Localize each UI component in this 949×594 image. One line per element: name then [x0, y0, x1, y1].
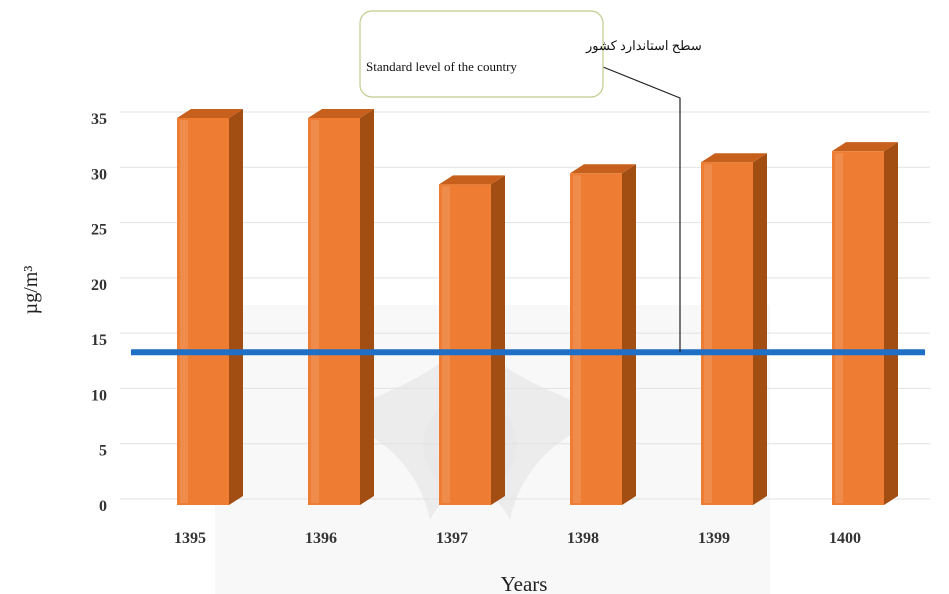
- bar-side: [622, 164, 636, 506]
- y-tick-label: 5: [99, 443, 107, 460]
- gridlines: [120, 111, 930, 500]
- bar-side: [229, 109, 243, 505]
- y-tick-label: 35: [91, 111, 107, 128]
- bar-highlight: [704, 164, 712, 503]
- x-tick-label: 1399: [698, 530, 730, 547]
- y-tick-label: 25: [91, 222, 107, 239]
- bar-side: [360, 109, 374, 505]
- annotation-label-fa: سطح استاندارد کشور: [585, 38, 702, 54]
- reference-line-group: [131, 66, 925, 356]
- y-axis-ticks: 0 5 10 15 20 25 30 35: [91, 111, 107, 515]
- bar-side: [753, 153, 767, 505]
- bar-highlight: [442, 186, 450, 504]
- bar-top: [177, 109, 243, 118]
- x-tick-label: 1397: [436, 530, 468, 547]
- bar-highlight: [180, 120, 188, 503]
- bar-side: [884, 142, 898, 505]
- y-tick-label: 15: [91, 332, 107, 349]
- bar-top: [832, 142, 898, 152]
- bar-top: [701, 153, 767, 163]
- bar-front: [439, 184, 491, 506]
- x-tick-label: 1395: [174, 530, 206, 547]
- bar-highlight: [311, 120, 319, 503]
- bar-front: [570, 173, 622, 506]
- x-axis-ticks: 1395 1396 1397 1398 1399 1400: [174, 530, 861, 547]
- bar-side: [491, 175, 505, 506]
- x-tick-label: 1400: [829, 530, 861, 547]
- bar-front: [308, 118, 360, 505]
- y-tick-label: 10: [91, 387, 107, 404]
- bar-top: [439, 175, 505, 185]
- x-tick-label: 1398: [567, 530, 599, 547]
- bar: [308, 109, 374, 505]
- y-tick-label: 30: [91, 166, 107, 183]
- y-tick-label: 0: [99, 498, 107, 515]
- bars: [177, 109, 898, 506]
- bar: [701, 153, 767, 505]
- y-axis-label: µg/m³: [20, 266, 42, 315]
- y-tick-label: 20: [91, 277, 107, 294]
- annotation-leader-line: [602, 66, 681, 353]
- bar-front: [177, 118, 229, 505]
- bar: [177, 109, 243, 505]
- bar: [832, 142, 898, 505]
- bar: [570, 164, 636, 506]
- annotation-label-en: Standard level of the country: [366, 59, 517, 74]
- bar-highlight: [573, 175, 581, 504]
- bar-top: [308, 109, 374, 118]
- bar-front: [701, 162, 753, 505]
- bar: [439, 175, 505, 506]
- bar-top: [570, 164, 636, 174]
- bar-front: [832, 151, 884, 505]
- reference-annotation: سطح استاندارد کشور Standard level of the…: [359, 10, 702, 98]
- x-tick-label: 1396: [305, 530, 337, 547]
- annotation-box: [359, 10, 604, 98]
- x-axis-label: Years: [501, 572, 548, 594]
- bar-highlight: [835, 153, 843, 503]
